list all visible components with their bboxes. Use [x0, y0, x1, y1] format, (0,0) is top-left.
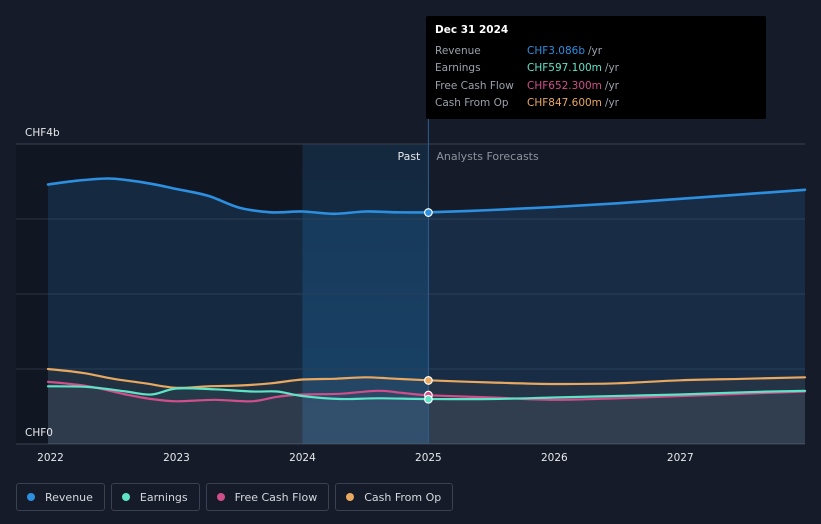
x-tick-label: 2022	[37, 452, 64, 464]
x-tick-label: 2025	[415, 452, 442, 464]
tooltip-row-cash-from-op: Cash From Op CHF847.600m /yr	[435, 95, 757, 113]
chart-legend: Revenue Earnings Free Cash Flow Cash Fro…	[16, 483, 454, 511]
tooltip-date: Dec 31 2024	[435, 24, 509, 36]
series-line-cash-from-op	[46, 367, 807, 389]
tooltip-value: CHF847.600m	[527, 97, 602, 110]
tooltip-value: CHF3.086b	[527, 44, 585, 57]
tooltip-label: Earnings	[435, 62, 481, 75]
legend-dot-icon	[346, 493, 355, 501]
tooltip-label: Revenue	[435, 44, 481, 57]
tooltip-row-earnings: Earnings CHF597.100m /yr	[435, 60, 757, 78]
series-line-earnings	[46, 385, 807, 401]
tooltip-row-revenue: Revenue CHF3.086b /yr	[435, 42, 757, 60]
legend-label: Revenue	[45, 490, 93, 504]
x-tick-label: 2023	[163, 452, 190, 464]
highlight-point-cash-from-op	[423, 376, 433, 385]
tooltip-unit: /yr	[588, 44, 603, 57]
legend-item-cash-from-op[interactable]: Cash From Op	[335, 483, 454, 511]
legend-item-free-cash-flow[interactable]: Free Cash Flow	[205, 483, 330, 511]
tooltip-label: Free Cash Flow	[435, 79, 514, 92]
data-tooltip: Dec 31 2024 Revenue CHF3.086b /yr Earnin…	[426, 16, 766, 119]
area-revenue	[48, 178, 805, 444]
area-free-cash-flow	[48, 381, 805, 444]
legend-label: Cash From Op	[364, 490, 442, 504]
legend-item-earnings[interactable]: Earnings	[110, 483, 200, 511]
tooltip-label: Cash From Op	[435, 97, 509, 110]
legend-dot-icon	[216, 493, 225, 501]
x-tick-label: 2026	[541, 452, 568, 464]
area-cash-from-op	[48, 369, 805, 444]
legend-item-revenue[interactable]: Revenue	[16, 483, 105, 511]
highlight-point-earnings	[423, 394, 433, 404]
legend-dot-icon	[121, 493, 130, 501]
series-line-revenue	[46, 177, 807, 216]
tooltip-unit: /yr	[604, 79, 619, 92]
past-label: Past	[397, 150, 421, 163]
tooltip-row-free-cash-flow: Free Cash Flow CHF652.300m /yr	[435, 77, 757, 95]
y-axis-bottom-label: CHF0	[25, 427, 53, 439]
forecast-label: Analysts Forecasts	[436, 150, 539, 163]
tooltip-value: CHF597.100m	[527, 62, 602, 75]
legend-dot-icon	[27, 493, 35, 501]
legend-label: Free Cash Flow	[234, 490, 318, 504]
x-tick-label: 2027	[667, 452, 694, 464]
series-line-free-cash-flow	[46, 380, 807, 403]
tooltip-unit: /yr	[604, 62, 619, 75]
tooltip-unit: /yr	[604, 97, 619, 110]
x-tick-label: 2024	[289, 452, 316, 464]
y-axis-top-label: CHF4b	[25, 127, 60, 139]
tooltip-value: CHF652.300m	[527, 79, 602, 92]
highlight-point-revenue	[423, 208, 433, 217]
legend-label: Earnings	[139, 490, 188, 504]
